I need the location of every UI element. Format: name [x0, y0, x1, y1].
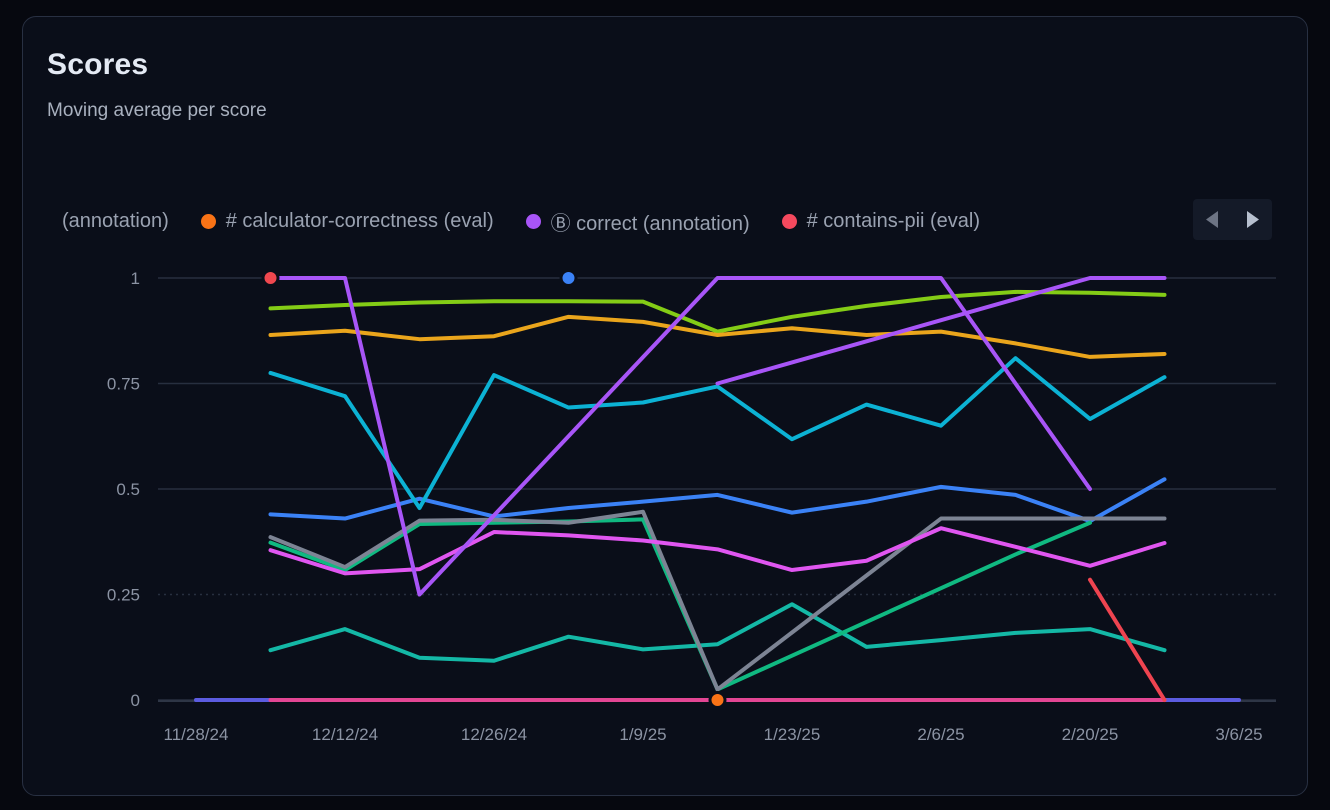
legend-item-label: Ⓑ correct (annotation) [550, 212, 750, 235]
page-title: Scores [47, 48, 149, 81]
x-tick-label: 11/28/24 [164, 725, 229, 744]
y-tick-label: 0 [131, 691, 140, 710]
y-tick-label: 0.75 [107, 375, 140, 394]
series-purple-b-line [715, 276, 1167, 386]
y-tick-label: 1 [131, 269, 140, 288]
series-teal-line [268, 602, 1167, 663]
y-tick-label: 0.25 [107, 586, 140, 605]
series-cyan-line [268, 356, 1167, 510]
series-gray-line [268, 509, 1167, 692]
legend-item-label: (annotation) [62, 209, 169, 232]
x-tick-label: 1/23/25 [764, 725, 821, 744]
scores-card [22, 16, 1308, 796]
legend-item[interactable]: # contains-pii (eval) [781, 209, 981, 233]
legend-item-label: # calculator-correctness (eval) [225, 209, 494, 232]
series-red-line [1088, 577, 1167, 702]
series-purple-a-line [268, 276, 1092, 597]
x-tick-label: 2/20/25 [1062, 725, 1119, 744]
chevron-left-icon [1206, 211, 1219, 228]
legend-item[interactable]: Ⓑ correct (annotation) [525, 207, 750, 236]
legend-dot-icon [781, 213, 797, 229]
x-tick-label: 1/9/25 [619, 725, 666, 744]
x-tick-label: 2/6/25 [917, 725, 964, 744]
series-orange-line [268, 314, 1167, 359]
y-tick-label: 0.5 [116, 480, 140, 499]
legend-prev-button[interactable] [1193, 199, 1233, 240]
legend-nav [1193, 199, 1272, 240]
legend-next-button[interactable] [1233, 199, 1273, 240]
x-tick-label: 12/12/24 [312, 725, 378, 744]
legend-item[interactable]: # calculator-correctness (eval) [200, 209, 494, 233]
series-lime-line [268, 289, 1167, 334]
series-magenta-line [268, 526, 1167, 576]
legend-dot-icon [200, 213, 216, 229]
series-blue-line [268, 477, 1167, 524]
x-tick-label: 12/26/24 [461, 725, 527, 744]
legend-item[interactable]: (annotation) [62, 210, 169, 233]
legend-item-label: # contains-pii (eval) [806, 209, 981, 232]
chart-legend: (annotation) # calculator-correctness (ev… [62, 203, 980, 239]
data-point-marker-blue-point[interactable] [559, 269, 578, 287]
chevron-right-icon [1246, 211, 1259, 228]
page-subtitle: Moving average per score [47, 100, 267, 121]
data-point-marker-orange-point[interactable] [708, 691, 727, 709]
data-point-marker-red-point[interactable] [261, 269, 280, 287]
legend-dot-icon [525, 213, 541, 229]
x-tick-label: 3/6/25 [1215, 725, 1262, 744]
